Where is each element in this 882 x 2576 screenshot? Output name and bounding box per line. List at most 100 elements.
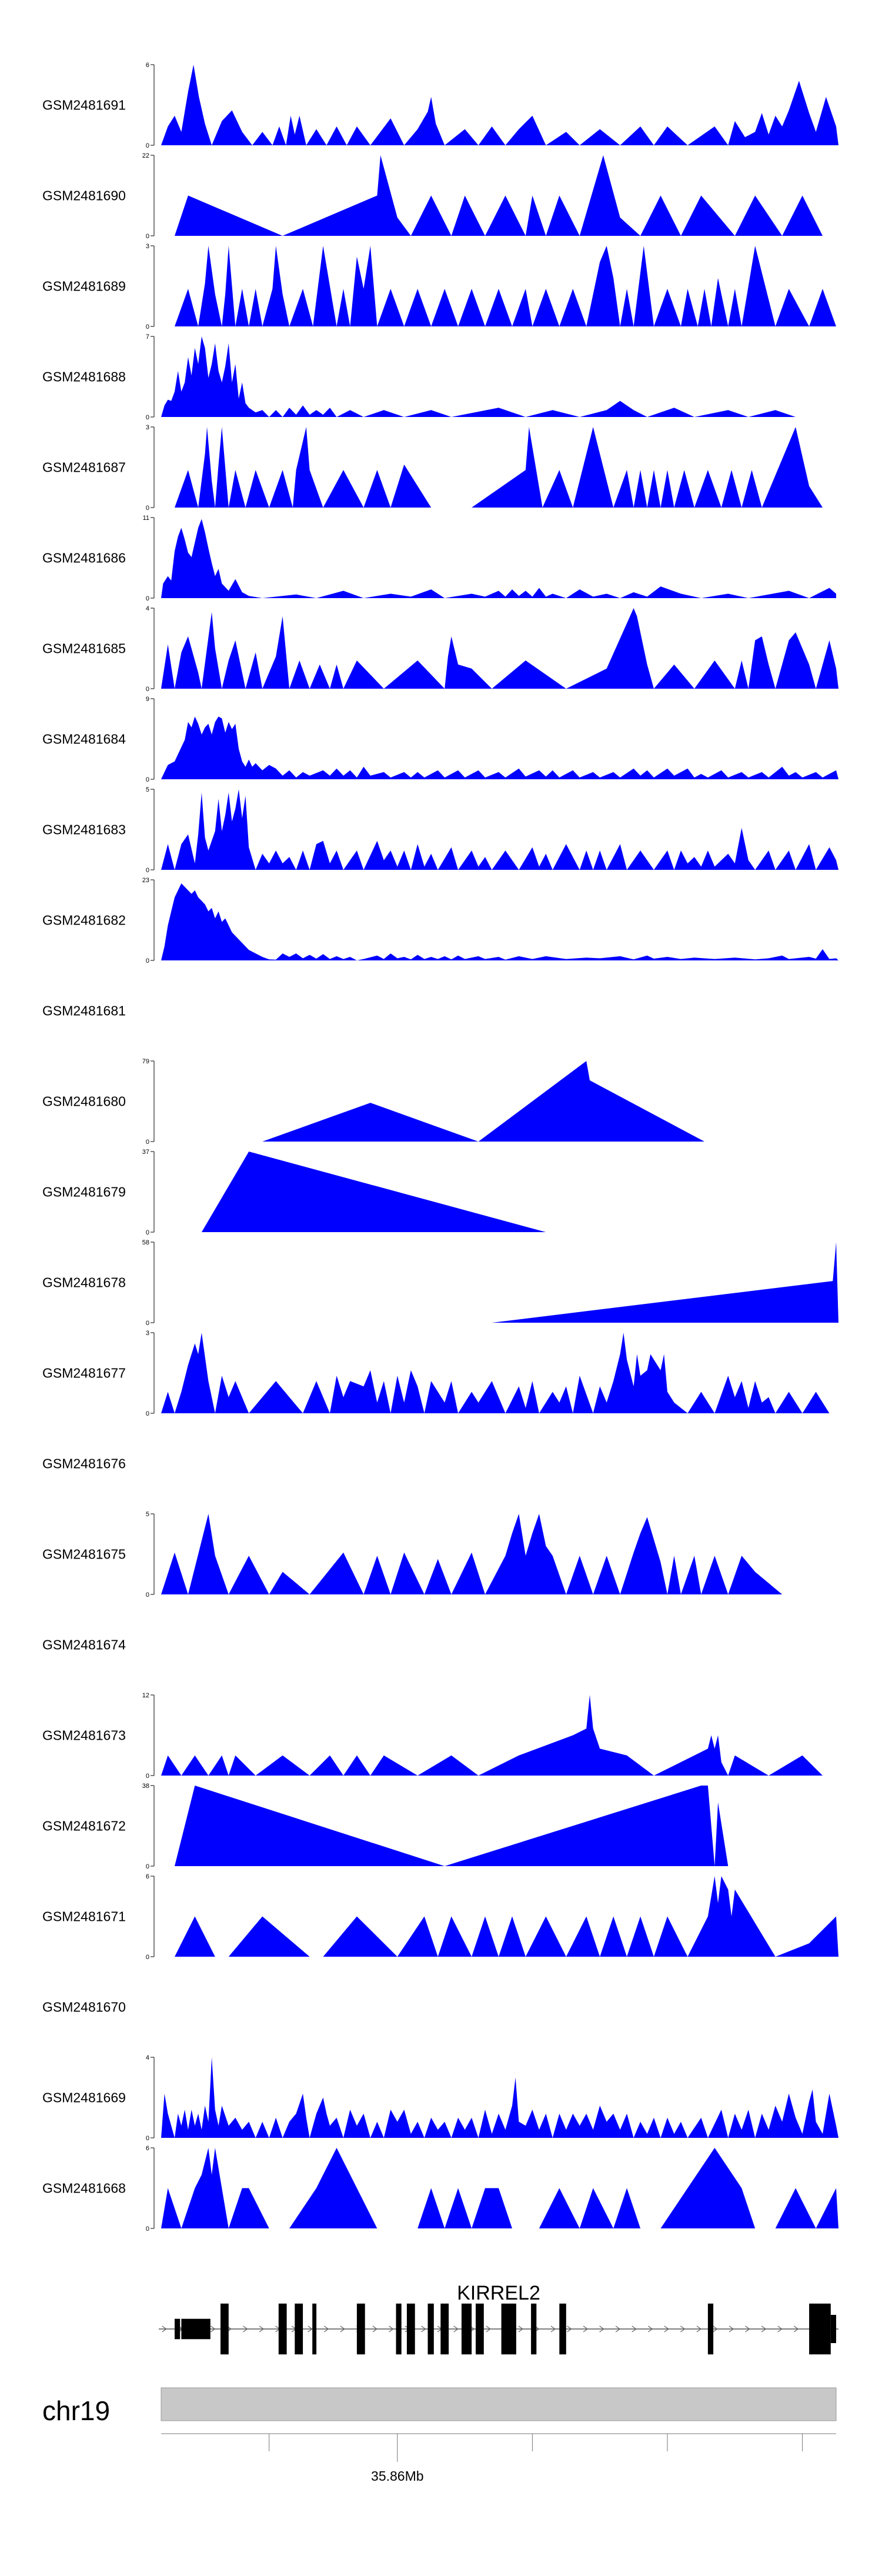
y-tick-label-zero: 0 bbox=[146, 957, 149, 965]
y-tick-label-zero: 0 bbox=[146, 505, 149, 512]
y-tick-label-zero: 0 bbox=[146, 323, 149, 331]
strand-arrow bbox=[729, 2325, 734, 2333]
strand-arrow bbox=[340, 2325, 345, 2333]
y-tick-label-max: 6 bbox=[146, 1873, 149, 1880]
strand-arrow bbox=[550, 2325, 556, 2333]
track-label: GSM2481671 bbox=[42, 1909, 126, 1924]
signal-area bbox=[175, 246, 836, 326]
track-GSM2481668: GSM2481668 6 0 bbox=[42, 2145, 838, 2233]
strand-arrow bbox=[308, 2325, 313, 2333]
strand-arrow bbox=[372, 2325, 378, 2333]
y-tick-label-max: 79 bbox=[142, 1058, 149, 1065]
signal-area bbox=[161, 2057, 838, 2138]
track-label: GSM2481677 bbox=[42, 1366, 126, 1381]
track-GSM2481691: GSM2481691 6 0 bbox=[42, 62, 838, 149]
track-GSM2481681: GSM2481681 bbox=[42, 1003, 126, 1019]
strand-arrow bbox=[713, 2325, 718, 2333]
gene-exon bbox=[809, 2303, 831, 2355]
track-label: GSM2481668 bbox=[42, 2181, 126, 2196]
gene-exon bbox=[278, 2303, 287, 2355]
strand-arrow bbox=[745, 2325, 750, 2333]
track-label: GSM2481685 bbox=[42, 641, 126, 656]
track-label: GSM2481684 bbox=[42, 732, 126, 747]
y-tick-label-max: 7 bbox=[146, 333, 149, 341]
strand-arrow bbox=[761, 2325, 767, 2333]
strand-arrow bbox=[243, 2325, 248, 2333]
track-GSM2481685: GSM2481685 4 0 bbox=[42, 605, 838, 693]
track-label: GSM2481682 bbox=[42, 913, 126, 928]
signal-area bbox=[175, 1876, 838, 1957]
track-label: GSM2481669 bbox=[42, 2090, 126, 2105]
track-GSM2481676: GSM2481676 bbox=[42, 1456, 126, 1471]
y-tick-label-max: 6 bbox=[146, 2145, 149, 2152]
y-tick-label-max: 4 bbox=[146, 2054, 149, 2061]
track-GSM2481669: GSM2481669 4 0 bbox=[42, 2054, 838, 2142]
track-GSM2481687: GSM2481687 3 0 bbox=[42, 424, 823, 512]
gene-name: KIRREL2 bbox=[457, 2282, 540, 2304]
signal-area bbox=[262, 1061, 705, 1142]
gene-exon bbox=[175, 2318, 181, 2340]
y-tick-label-zero: 0 bbox=[146, 1320, 149, 1327]
y-tick-label-zero: 0 bbox=[146, 414, 149, 421]
signal-area bbox=[161, 1333, 830, 1413]
y-tick-label-max: 3 bbox=[146, 1330, 149, 1337]
chromosome-label: chr19 bbox=[42, 2395, 110, 2426]
track-label: GSM2481687 bbox=[42, 460, 126, 475]
y-tick-label-zero: 0 bbox=[146, 1229, 149, 1236]
track-label: GSM2481675 bbox=[42, 1547, 126, 1562]
signal-area bbox=[492, 1242, 838, 1323]
signal-area bbox=[161, 789, 838, 870]
y-tick-label-zero: 0 bbox=[146, 233, 149, 240]
strand-arrow bbox=[664, 2325, 669, 2333]
track-label: GSM2481679 bbox=[42, 1184, 126, 1200]
gene-exon bbox=[396, 2303, 402, 2355]
y-tick-label-max: 5 bbox=[146, 786, 149, 793]
strand-arrow bbox=[632, 2325, 637, 2333]
signal-area bbox=[161, 608, 838, 689]
track-label: GSM2481691 bbox=[42, 98, 126, 113]
strand-arrow bbox=[453, 2325, 459, 2333]
strand-arrow bbox=[615, 2325, 621, 2333]
strand-arrow bbox=[162, 2325, 167, 2333]
strand-arrow bbox=[599, 2325, 604, 2333]
y-tick-label-zero: 0 bbox=[146, 686, 149, 693]
strand-arrow bbox=[486, 2325, 491, 2333]
gene-exon bbox=[476, 2303, 484, 2355]
gene-exon bbox=[531, 2303, 537, 2355]
y-tick-label-max: 58 bbox=[142, 1239, 149, 1246]
track-label: GSM2481678 bbox=[42, 1275, 126, 1290]
track-label: GSM2481680 bbox=[42, 1094, 126, 1109]
strand-arrow bbox=[421, 2325, 426, 2333]
track-GSM2481682: GSM2481682 23 0 bbox=[42, 877, 838, 965]
track-GSM2481680: GSM2481680 79 0 bbox=[42, 1058, 705, 1146]
y-tick-label-zero: 0 bbox=[146, 1139, 149, 1146]
track-GSM2481670: GSM2481670 bbox=[42, 2000, 126, 2015]
gene-exon bbox=[312, 2303, 317, 2355]
y-tick-label-max: 22 bbox=[142, 152, 149, 159]
track-GSM2481684: GSM2481684 9 0 bbox=[42, 696, 838, 783]
y-tick-label-zero: 0 bbox=[146, 595, 149, 602]
y-tick-label-zero: 0 bbox=[146, 1863, 149, 1870]
chromosome-ideogram-track: chr19 35.86Mb bbox=[42, 2387, 837, 2484]
track-GSM2481688: GSM2481688 7 0 bbox=[42, 333, 796, 421]
gene-exon bbox=[707, 2303, 714, 2355]
signal-area bbox=[175, 427, 823, 508]
y-tick-label-zero: 0 bbox=[146, 1591, 149, 1599]
signal-area bbox=[161, 519, 836, 598]
signal-area bbox=[161, 65, 838, 145]
track-label: GSM2481673 bbox=[42, 1728, 126, 1743]
strand-arrow bbox=[518, 2325, 524, 2333]
signal-area bbox=[161, 2148, 838, 2228]
track-label: GSM2481670 bbox=[42, 2000, 126, 2015]
track-GSM2481677: GSM2481677 3 0 bbox=[42, 1330, 830, 1417]
gene-exon bbox=[295, 2303, 303, 2355]
signal-area bbox=[201, 1152, 546, 1232]
gene-exon bbox=[427, 2303, 434, 2355]
strand-arrow bbox=[647, 2325, 653, 2333]
gene-exon bbox=[220, 2303, 229, 2355]
strand-arrow bbox=[211, 2325, 216, 2333]
position-label: 35.86Mb bbox=[371, 2468, 424, 2484]
signal-area bbox=[161, 1695, 823, 1776]
strand-arrow bbox=[323, 2325, 329, 2333]
track-GSM2481678: GSM2481678 58 0 bbox=[42, 1239, 838, 1327]
